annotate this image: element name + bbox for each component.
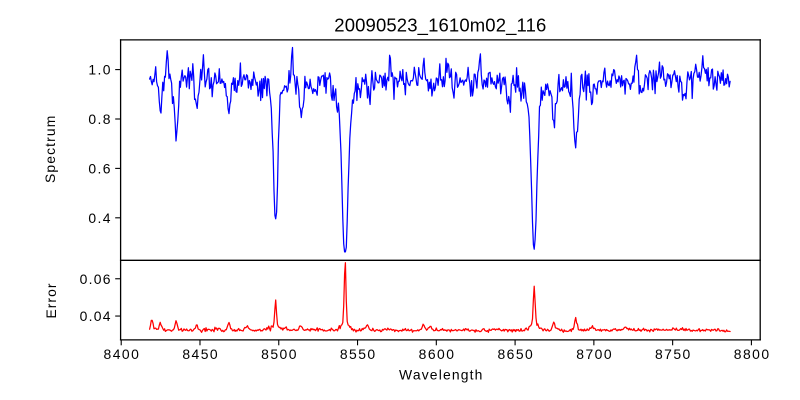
svg-text:0.04: 0.04 xyxy=(80,308,111,324)
svg-text:20090523_1610m02_116: 20090523_1610m02_116 xyxy=(334,15,546,37)
svg-text:8550: 8550 xyxy=(340,346,376,362)
svg-text:1.0: 1.0 xyxy=(88,62,110,78)
svg-text:8800: 8800 xyxy=(734,346,770,362)
svg-text:Wavelength: Wavelength xyxy=(399,367,482,383)
svg-text:8600: 8600 xyxy=(419,346,455,362)
svg-text:0.4: 0.4 xyxy=(88,210,110,226)
svg-text:8650: 8650 xyxy=(497,346,533,362)
svg-text:8400: 8400 xyxy=(104,346,140,362)
svg-text:0.6: 0.6 xyxy=(88,160,110,176)
svg-text:0.06: 0.06 xyxy=(80,271,111,287)
svg-text:8450: 8450 xyxy=(182,346,218,362)
svg-text:0.8: 0.8 xyxy=(88,111,110,127)
svg-text:Spectrum: Spectrum xyxy=(42,116,58,183)
svg-text:8500: 8500 xyxy=(261,346,297,362)
svg-text:Error: Error xyxy=(43,283,59,318)
svg-text:8700: 8700 xyxy=(576,346,612,362)
svg-text:8750: 8750 xyxy=(655,346,691,362)
